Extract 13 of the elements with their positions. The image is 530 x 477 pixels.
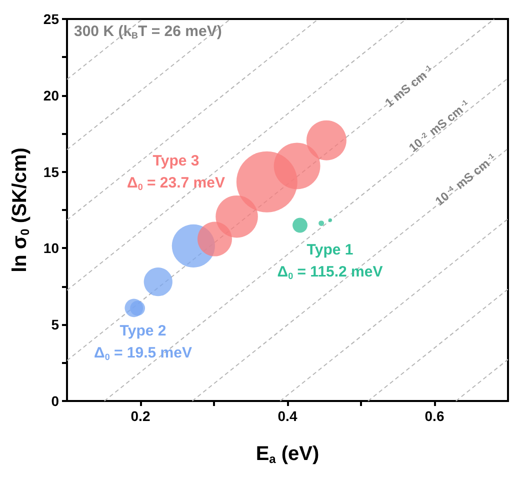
x-tick-label: 0.2 xyxy=(130,408,150,424)
y-tick-label: 10 xyxy=(43,240,60,256)
series-label: Type 2 xyxy=(120,322,166,340)
y-tick-label: 25 xyxy=(43,11,60,27)
y-tick-label: 15 xyxy=(43,164,60,180)
text: Type 3 xyxy=(152,152,200,170)
y-tick-label: 0 xyxy=(51,393,60,409)
x-tick-label: 0.4 xyxy=(278,408,298,424)
y-axis-title: ln σ0 (SK/cm) xyxy=(9,148,32,272)
x-tick-label: 0.6 xyxy=(424,408,444,424)
y-tick-label: 20 xyxy=(43,87,60,104)
y-tick-label: 5 xyxy=(51,316,60,333)
series-label: Type 1 xyxy=(306,242,354,258)
